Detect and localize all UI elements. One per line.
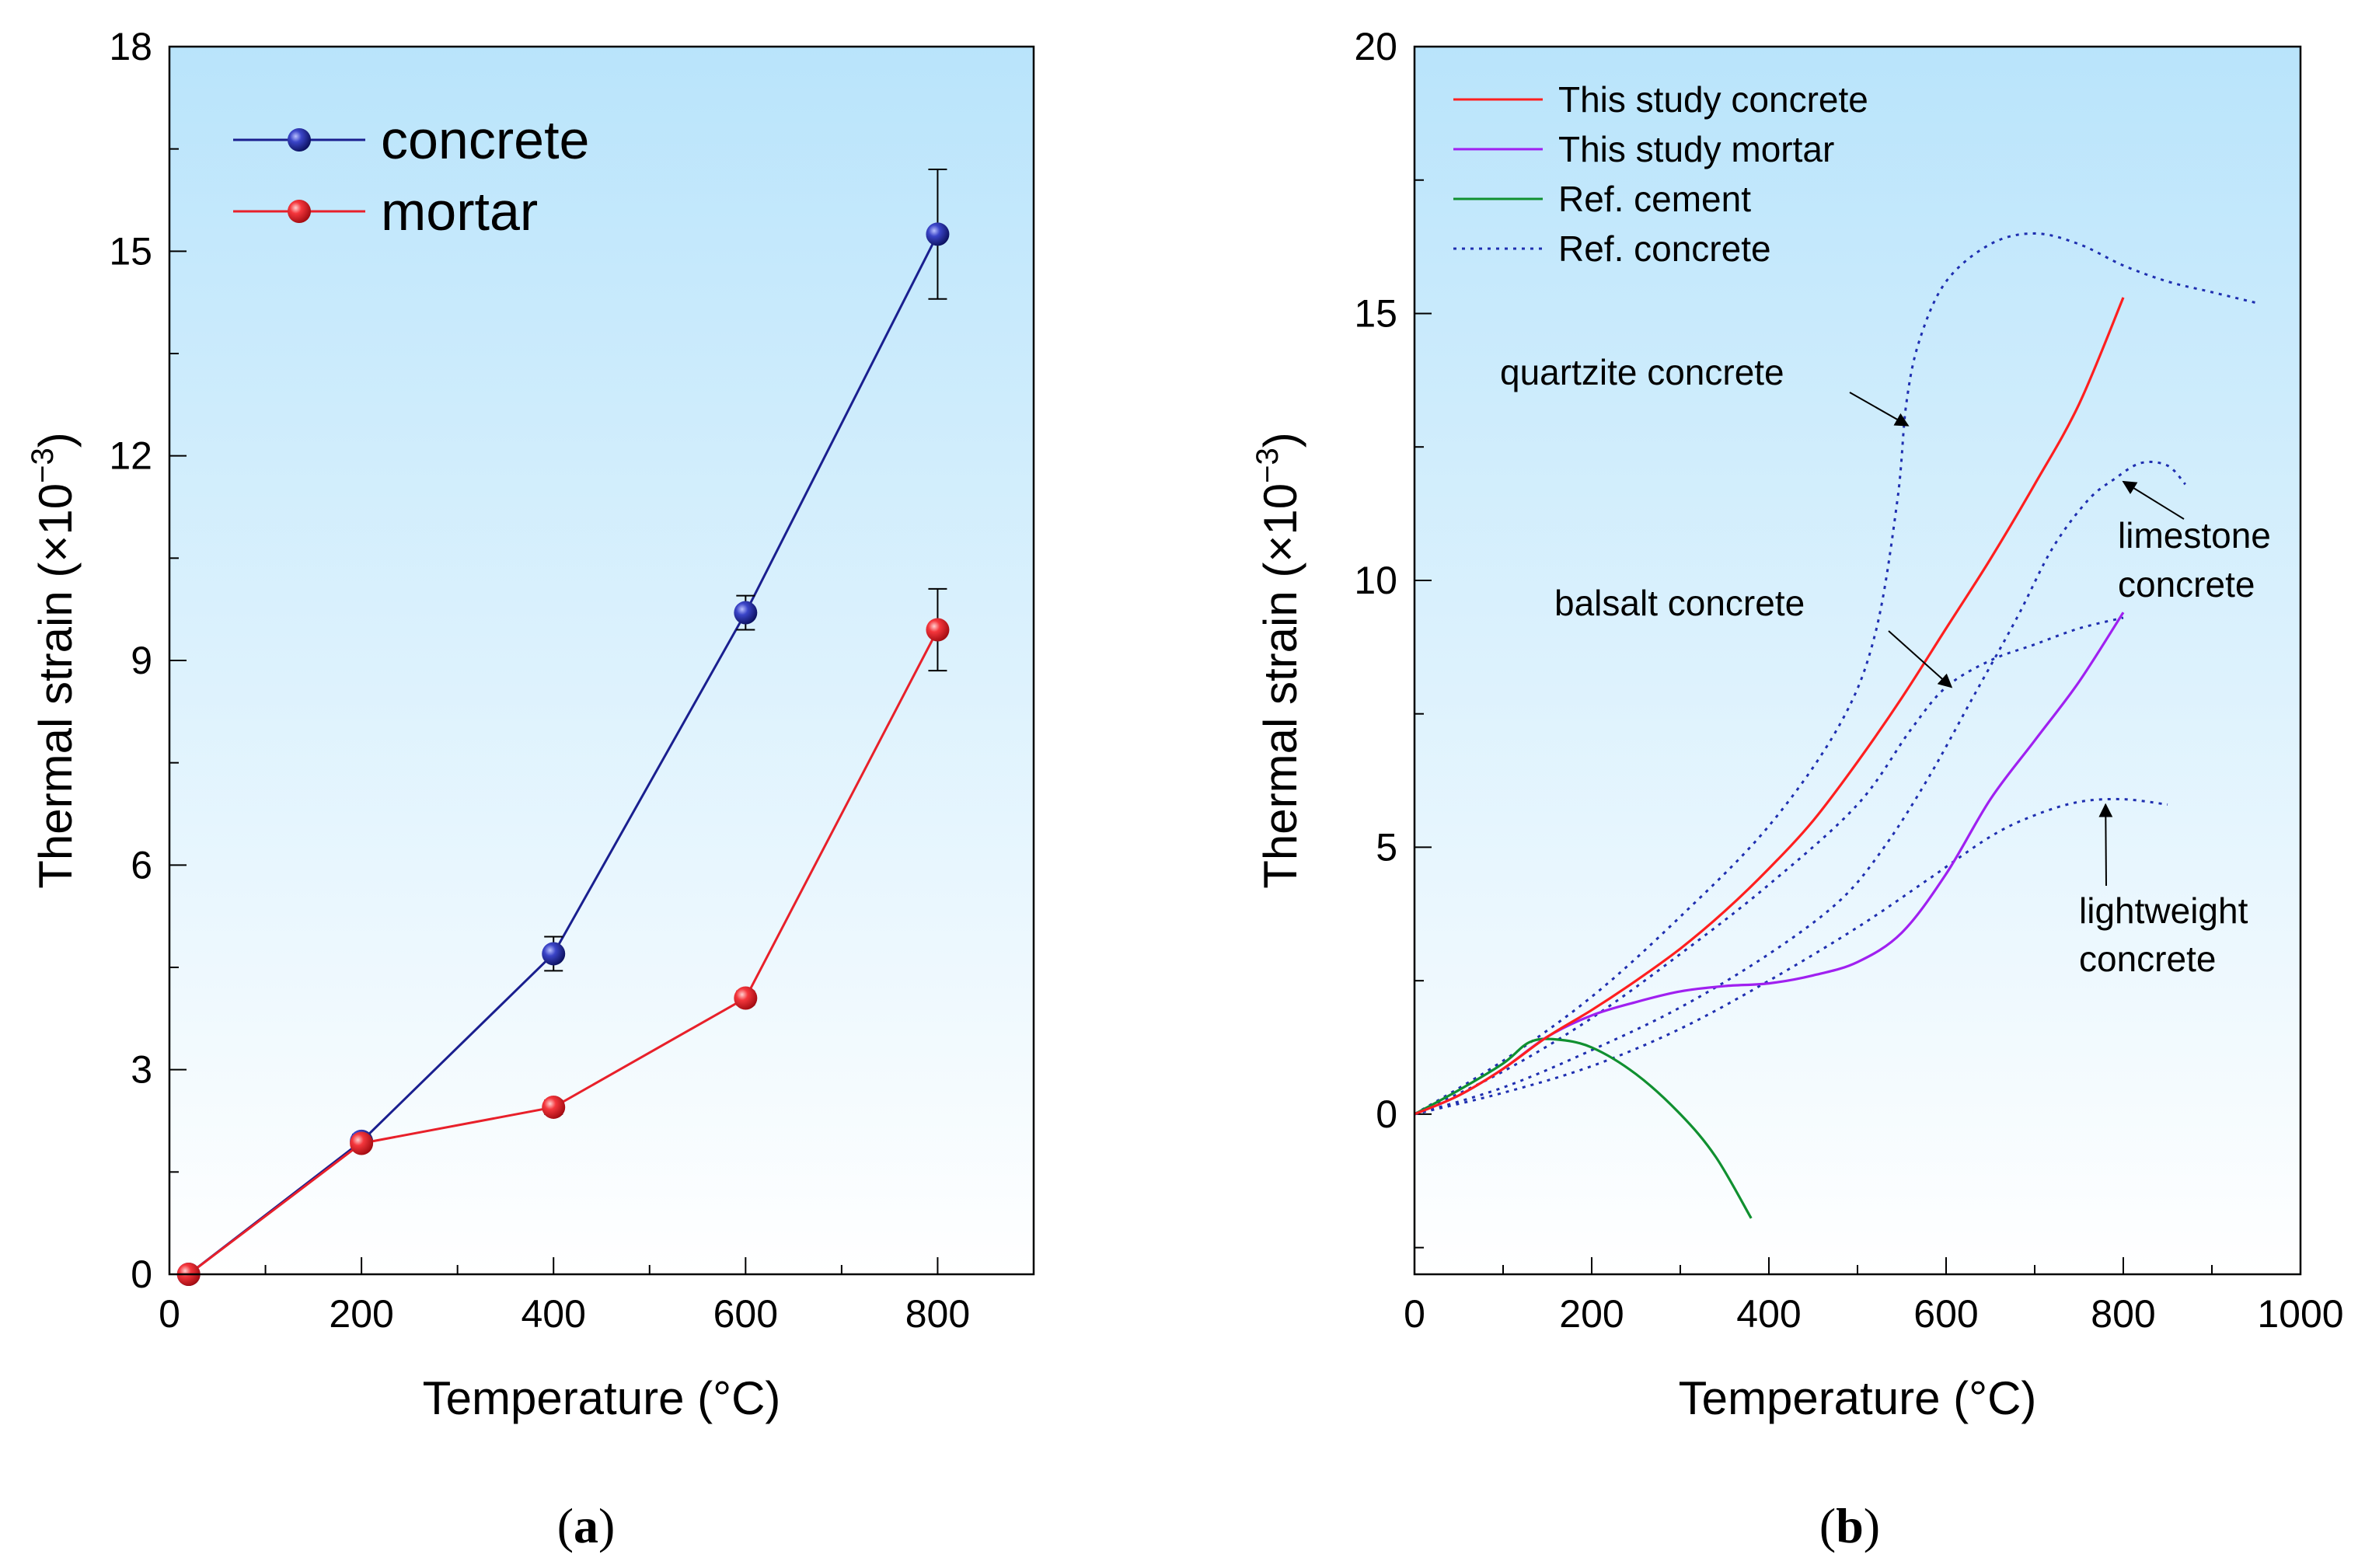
series-line-this-study-concrete <box>1414 297 2125 1116</box>
chart-b-legend: This study concrete This study mortar Ref.… <box>1453 79 1868 269</box>
x-tick-label: 200 <box>1559 1292 1624 1336</box>
legend-label: Ref. concrete <box>1558 228 1771 269</box>
annotation-label: quartzite concrete <box>1500 352 1784 392</box>
chart-a-y-axis-label-main: Thermal strain (×10 <box>30 483 82 889</box>
chart-b: 0 200 400 600 800 1000 0 5 10 15 20 This study con… <box>1251 25 2344 1553</box>
annotation-label: limestone <box>2118 515 2271 556</box>
legend-marker-concrete <box>288 128 311 152</box>
annotation-label-line2: concrete <box>2118 564 2255 605</box>
chart-b-plot-area <box>1414 47 2300 1274</box>
legend-label-concrete: concrete <box>381 110 589 170</box>
chart-b-y-axis-label-main: Thermal strain (×10 <box>1254 483 1306 889</box>
series-line-balsalt-concrete <box>1414 616 2124 1116</box>
data-point-concrete <box>734 601 758 625</box>
chart-a-y-axis-label: Thermal strain (×10−3) <box>26 432 82 888</box>
legend-label: This study concrete <box>1558 79 1868 120</box>
chart-a-plot-area <box>169 47 1034 1274</box>
chart-b-annotations: quartzite concrete balsalt concrete limest… <box>1500 352 2271 979</box>
y-tick-label: 20 <box>1354 25 1397 68</box>
series-line-ref-cement <box>1414 1037 1753 1219</box>
data-point-concrete <box>926 222 950 246</box>
x-tick-label: 0 <box>159 1292 180 1336</box>
chart-a-legend: concrete mortar <box>233 110 589 242</box>
x-tick-label: 400 <box>1736 1292 1801 1336</box>
legend-label: This study mortar <box>1558 129 1834 169</box>
data-point-mortar <box>542 1095 566 1119</box>
chart-b-x-axis-label: Temperature (°C) <box>1679 1372 2037 1424</box>
legend-label-mortar: mortar <box>381 181 538 242</box>
y-tick-label: 12 <box>109 434 152 478</box>
chart-a-x-axis-label: Temperature (°C) <box>423 1372 781 1424</box>
y-tick-label: 0 <box>1376 1092 1397 1136</box>
chart-b-y-axis-label: Thermal strain (×10−3) <box>1251 432 1306 888</box>
chart-a: 0 200 400 600 800 0 3 6 9 12 15 18 concrete mortar T… <box>26 25 1035 1553</box>
chart-b-series <box>1414 232 2257 1219</box>
annotation-arrow <box>1849 392 1910 427</box>
y-tick-label: 15 <box>1354 291 1397 335</box>
panel-b-label: (b) <box>1819 1498 1880 1553</box>
y-tick-label: 6 <box>131 843 152 887</box>
legend-marker-mortar <box>288 200 311 223</box>
chart-b-y-axis-label-close: ) <box>1254 432 1306 448</box>
series-line-ref-concrete <box>1414 232 2257 1116</box>
panel-a-letter: a <box>574 1498 598 1553</box>
x-tick-label: 1000 <box>2257 1292 2343 1336</box>
panel-a-label: (a) <box>557 1498 616 1553</box>
x-tick-label: 800 <box>2091 1292 2155 1336</box>
data-point-mortar <box>926 618 950 642</box>
chart-a-y-axis-label-close: ) <box>30 432 82 448</box>
y-tick-label: 10 <box>1354 559 1397 602</box>
y-tick-label: 15 <box>109 229 152 273</box>
legend-label: Ref. cement <box>1558 179 1751 219</box>
chart-a-ticks: 0 200 400 600 800 0 3 6 9 12 15 18 <box>109 25 1034 1336</box>
annotation-label-line2: concrete <box>2079 939 2216 979</box>
y-tick-label: 3 <box>131 1048 152 1092</box>
annotation-arrow <box>2098 803 2113 887</box>
annotation-arrow <box>1888 630 1953 688</box>
chart-b-y-axis-label-exp: −3 <box>1251 448 1285 483</box>
chart-b-ticks: 0 200 400 600 800 1000 0 5 10 15 20 <box>1354 25 2343 1336</box>
series-line-lightweight-concrete <box>1414 797 2168 1116</box>
y-tick-label: 5 <box>1376 825 1397 869</box>
x-tick-label: 0 <box>1404 1292 1425 1336</box>
panel-b-letter: b <box>1836 1498 1864 1553</box>
x-tick-label: 800 <box>905 1292 970 1336</box>
x-tick-label: 600 <box>713 1292 778 1336</box>
chart-b-frame <box>1413 45 2302 1276</box>
x-tick-label: 200 <box>329 1292 393 1336</box>
chart-a-frame <box>168 45 1035 1276</box>
chart-a-y-axis-label-exp: −3 <box>26 448 60 483</box>
data-point-mortar <box>350 1131 374 1155</box>
x-tick-label: 400 <box>521 1292 586 1336</box>
annotation-label: balsalt concrete <box>1554 583 1805 623</box>
annotation-arrow <box>2122 480 2185 520</box>
data-point-concrete <box>542 942 566 966</box>
x-tick-label: 600 <box>1913 1292 1978 1336</box>
y-tick-label: 18 <box>109 25 152 68</box>
y-tick-label: 9 <box>131 639 152 682</box>
y-tick-label: 0 <box>131 1253 152 1296</box>
data-point-mortar <box>734 986 758 1010</box>
annotation-label: lightweight <box>2079 890 2248 931</box>
